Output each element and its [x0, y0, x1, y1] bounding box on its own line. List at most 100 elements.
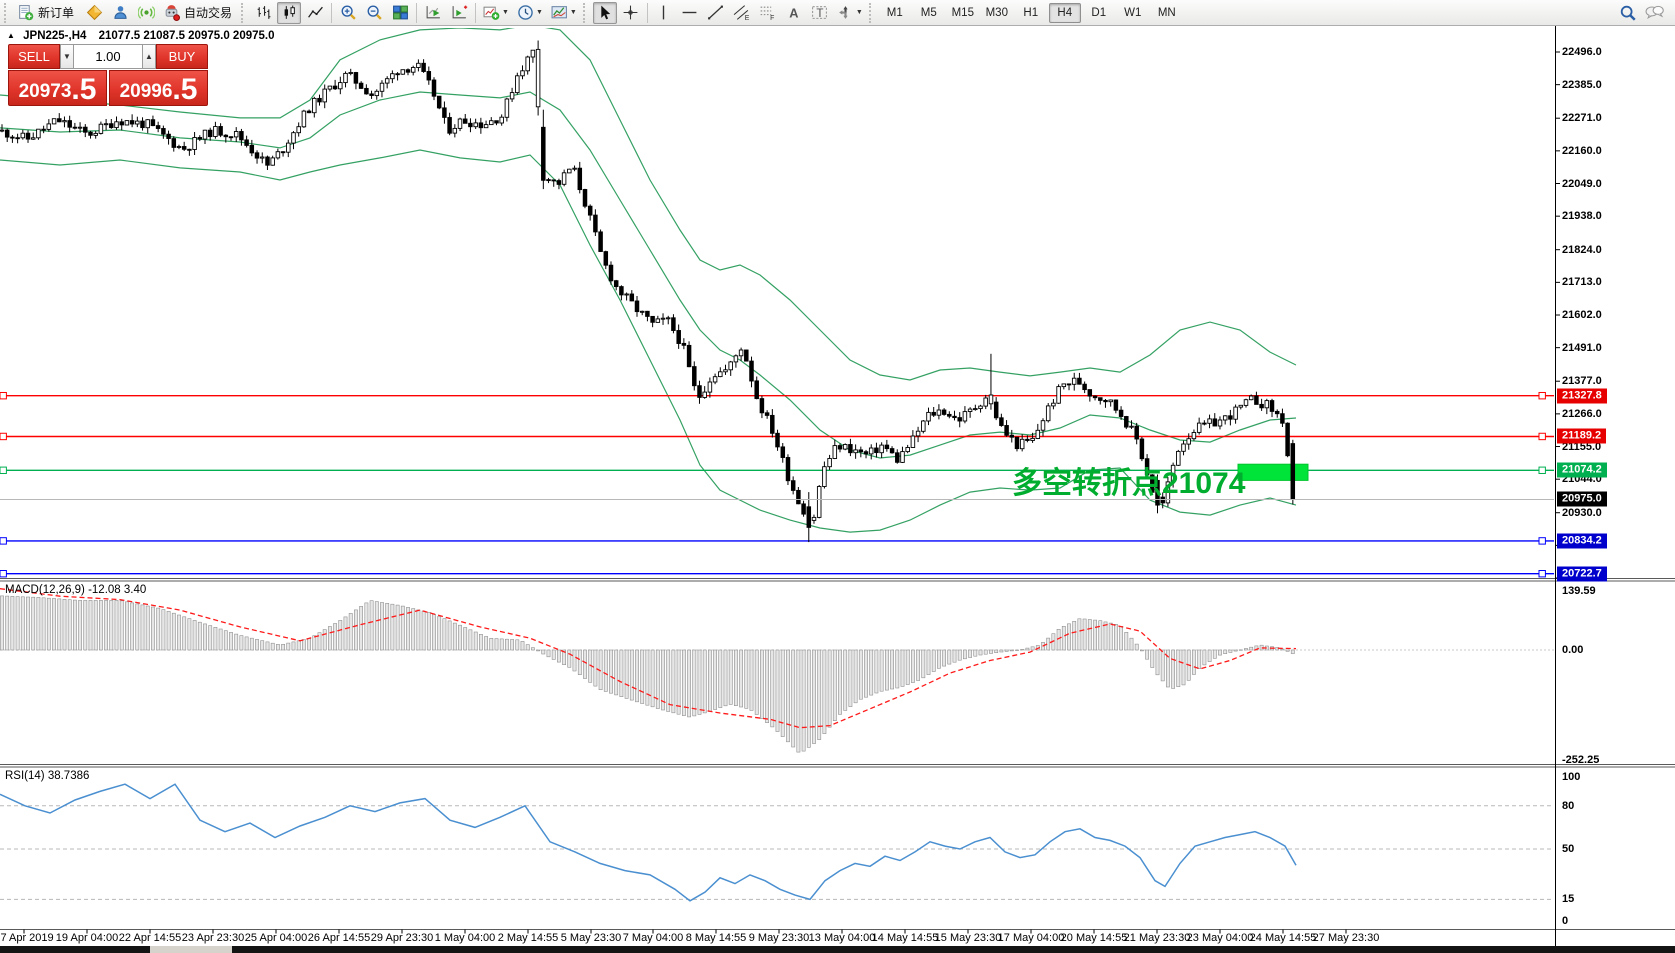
- timeframe-button-h4[interactable]: H4: [1048, 2, 1081, 23]
- dropdown-arrow-icon: ▼: [855, 9, 863, 16]
- volume-increase-button[interactable]: ▲: [142, 44, 156, 69]
- new-order-label: 新订单: [38, 6, 75, 20]
- timeframe-button-mn[interactable]: MN: [1151, 3, 1183, 23]
- zoom-out-icon: [367, 5, 382, 20]
- arrows-button[interactable]: ▼: [834, 2, 866, 24]
- text-label-icon: T: [812, 6, 828, 20]
- arrows-icon: [838, 6, 848, 19]
- chart-shift-button[interactable]: [447, 2, 471, 24]
- candlestick-chart-button[interactable]: [277, 1, 302, 24]
- volume-input[interactable]: 1.00: [74, 44, 142, 69]
- auto-scroll-icon: [426, 6, 440, 19]
- toolbar-grip[interactable]: [582, 2, 588, 23]
- sell-price-button[interactable]: 20973 .5: [8, 70, 107, 106]
- data-window-button[interactable]: [108, 2, 132, 24]
- vertical-line-icon: [663, 5, 665, 20]
- dropdown-arrow-icon: ▼: [502, 9, 509, 16]
- chart-symbol-period: JPN225-,H4: [23, 30, 87, 42]
- svg-text:F: F: [771, 15, 775, 21]
- trendline-button[interactable]: [704, 2, 728, 24]
- toolbar: 新订单: [0, 0, 1675, 26]
- zoom-in-button[interactable]: [336, 2, 360, 24]
- crosshair-button[interactable]: [619, 2, 643, 24]
- search-icon: [1620, 5, 1636, 21]
- svg-text:E: E: [745, 15, 750, 21]
- chart-ohlc-values: 21077.5 21087.5 20975.0 20975.0: [98, 30, 275, 42]
- autotrading-robot-icon: [165, 5, 181, 21]
- new-order-icon: [19, 5, 34, 21]
- timeframe-button-m1[interactable]: M1: [879, 3, 911, 23]
- blue-figure-icon: [113, 6, 127, 19]
- buy-price-main: 20996: [119, 81, 173, 102]
- timeframe-button-w1[interactable]: W1: [1117, 3, 1149, 23]
- trendline-icon: [708, 5, 724, 20]
- timeframe-button-h1[interactable]: H1: [1015, 3, 1047, 23]
- channel-icon: E: [734, 5, 750, 21]
- templates-button[interactable]: ▼: [548, 2, 580, 24]
- template-icon: [551, 6, 567, 19]
- svg-text:T: T: [817, 7, 824, 20]
- window-bottom-edge: [0, 946, 1675, 953]
- chart-header: ▲ JPN225-,H4 21077.5 21087.5 20975.0 209…: [7, 30, 275, 42]
- horizontal-line-button[interactable]: [678, 2, 702, 24]
- signals-button[interactable]: [134, 2, 158, 24]
- buy-price-button[interactable]: 20996 .5: [109, 70, 208, 106]
- sell-button[interactable]: SELL: [8, 44, 60, 69]
- equidistant-channel-button[interactable]: E: [730, 2, 754, 24]
- toolbar-grip[interactable]: [868, 2, 874, 23]
- line-chart-icon: [307, 6, 323, 18]
- chart-shift-icon: [452, 5, 467, 19]
- chat-button[interactable]: [1642, 2, 1667, 24]
- one-click-trading-panel: SELL ▼ 1.00 ▲ BUY 20973 .5 20996 .5: [8, 44, 208, 106]
- market-watch-button[interactable]: [82, 2, 106, 24]
- tile-windows-button[interactable]: [388, 2, 412, 24]
- zoom-in-icon: [341, 5, 356, 20]
- chat-bubbles-icon: [1645, 5, 1664, 19]
- bar-chart-button[interactable]: [251, 2, 275, 24]
- buy-label: BUY: [168, 49, 196, 64]
- clock-icon: [518, 5, 533, 20]
- tile-windows-icon: [392, 5, 408, 20]
- search-button[interactable]: [1616, 2, 1640, 24]
- volume-decrease-button[interactable]: ▼: [60, 44, 74, 69]
- collapse-triangle-icon[interactable]: ▲: [7, 31, 15, 40]
- periods-button[interactable]: ▼: [514, 2, 546, 24]
- text-button[interactable]: A: [782, 2, 806, 24]
- volume-value: 1.00: [95, 49, 121, 64]
- zoom-out-button[interactable]: [362, 2, 386, 24]
- signal-icon: [137, 6, 155, 19]
- text-a-icon: A: [790, 5, 799, 20]
- fibonacci-button[interactable]: F: [756, 2, 780, 24]
- new-order-button[interactable]: 新订单: [14, 2, 80, 24]
- autotrading-button[interactable]: 自动交易: [160, 2, 238, 24]
- indicators-icon: [483, 6, 500, 20]
- buy-price-fraction: .5: [172, 73, 198, 106]
- sell-price-fraction: .5: [71, 73, 97, 106]
- sell-label: SELL: [18, 49, 50, 64]
- timeframe-button-m5[interactable]: M5: [913, 3, 945, 23]
- timeframe-button-d1[interactable]: D1: [1083, 3, 1115, 23]
- yellow-diamond-icon: [86, 4, 102, 21]
- macd-label: MACD(12,26,9) -12.08 3.40: [5, 584, 147, 596]
- timeframe-button-m30[interactable]: M30: [981, 3, 1013, 23]
- svg-text:A: A: [790, 5, 799, 20]
- rsi-label: RSI(14) 38.7386: [5, 770, 90, 782]
- toolbar-grip[interactable]: [241, 2, 246, 23]
- vertical-line-button[interactable]: [652, 2, 676, 24]
- auto-scroll-button[interactable]: [421, 2, 445, 24]
- dropdown-arrow-icon: ▼: [569, 9, 577, 16]
- candlestick-icon: [284, 5, 295, 19]
- buy-button[interactable]: BUY: [156, 44, 208, 69]
- toolbar-grip[interactable]: [4, 2, 9, 23]
- indicators-button[interactable]: ▼: [480, 2, 512, 24]
- sell-price-main: 20973: [18, 81, 72, 102]
- chart-annotation: 多空转折点21074: [1012, 467, 1246, 500]
- line-chart-button[interactable]: [303, 2, 327, 24]
- text-label-button[interactable]: T: [808, 2, 832, 24]
- cursor-button[interactable]: [592, 1, 617, 24]
- dropdown-arrow-icon: ▼: [535, 9, 543, 16]
- timeframe-button-m15[interactable]: M15: [947, 3, 979, 23]
- ohlc-bars-icon: [257, 6, 270, 19]
- scrollbar-segment[interactable]: [150, 946, 232, 953]
